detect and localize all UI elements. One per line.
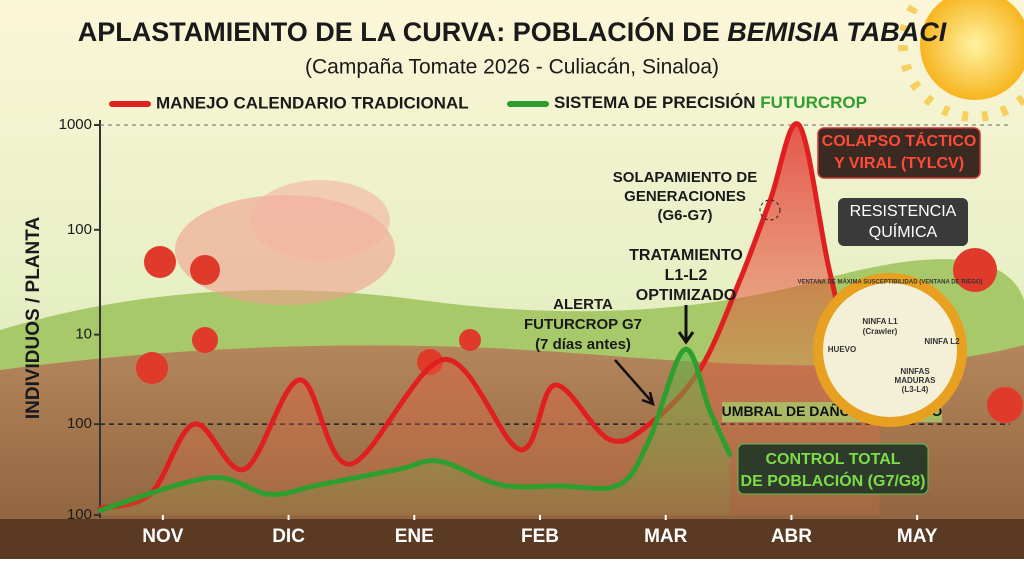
stage-label: NINFA L2 xyxy=(924,337,960,346)
y-tick-label: 1000 xyxy=(59,116,92,133)
stage-label: (L3-L4) xyxy=(902,385,929,394)
annotation: CONTROL TOTAL xyxy=(765,451,900,468)
wheel-ring xyxy=(813,273,967,427)
chart-subtitle: (Campaña Tomate 2026 - Culiacán, Sinaloa… xyxy=(305,56,719,79)
annotation: RESISTENCIA xyxy=(850,203,957,220)
legend-label: MANEJO CALENDARIO TRADICIONAL xyxy=(156,93,469,112)
legend-label: SISTEMA DE PRECISIÓN FUTURCROP xyxy=(554,93,867,112)
x-tick-label: FEB xyxy=(521,526,559,547)
x-tick-label: DIC xyxy=(272,526,305,547)
y-tick-label: 10 xyxy=(75,326,92,343)
series-area xyxy=(100,349,730,515)
x-tick-label: NOV xyxy=(142,526,184,547)
y-tick-label: 100 xyxy=(67,221,92,238)
annotation: Y VIRAL (TYLCV) xyxy=(834,155,964,172)
y-tick-label: 100 xyxy=(67,506,92,523)
x-tick-label: MAY xyxy=(897,526,938,547)
annotation: QUÍMICA xyxy=(869,222,938,241)
x-tick-label: ENE xyxy=(395,526,434,547)
x-tick-label: MAR xyxy=(644,526,688,547)
legend-brand: FUTURCROP xyxy=(760,93,867,112)
y-tick-label: 100 xyxy=(67,415,92,432)
annotation: (G6-G7) xyxy=(657,207,712,224)
lifecycle-wheel: VENTANA DE MÁXIMA SUSCEPTIBILIDAD (VENTA… xyxy=(797,273,983,427)
smoke-cloud xyxy=(250,180,390,260)
sun xyxy=(898,0,1024,122)
annotation: L1-L2 xyxy=(665,267,708,284)
stage-label: NINFAS xyxy=(900,367,930,376)
annotation: COLAPSO TÁCTICO xyxy=(822,131,977,150)
marker-circle xyxy=(759,199,781,221)
stage-label: HUEVO xyxy=(828,345,856,354)
annotation-box xyxy=(737,443,929,495)
annotation: ALERTA xyxy=(553,296,613,313)
stage-label: NINFA L1 xyxy=(862,317,898,326)
x-tick-label: ABR xyxy=(771,526,812,547)
month-band xyxy=(0,519,1024,559)
series-line xyxy=(97,347,733,513)
chart-title-species: BEMISIA TABACI xyxy=(727,17,946,47)
y-axis-label: INDIVIDUOS / PLANTA xyxy=(23,217,44,420)
annotation: FUTURCROP G7 xyxy=(524,316,642,333)
annotation: TRATAMIENTO xyxy=(629,247,743,264)
annotation: DE POBLACIÓN (G7/G8) xyxy=(741,471,926,490)
stage-label: MADURAS xyxy=(895,376,937,385)
annotation: GENERACIONES xyxy=(624,188,746,205)
series-line xyxy=(97,121,882,511)
annotation: OPTIMIZADO xyxy=(636,287,736,304)
arrow xyxy=(677,305,695,345)
annotation-box xyxy=(838,198,968,246)
legend-label-text: SISTEMA DE PRECISIÓN xyxy=(554,93,756,112)
arrow xyxy=(614,359,655,406)
stage-label: (Crawler) xyxy=(863,327,898,336)
annotation: (7 días antes) xyxy=(535,336,631,353)
chart-title: APLASTAMIENTO DE LA CURVA: POBLACIÓN DE … xyxy=(78,16,947,47)
annotation-box xyxy=(817,127,981,179)
wheel-title: VENTANA DE MÁXIMA SUSCEPTIBILIDAD (VENTA… xyxy=(797,279,982,286)
chart-title-main: APLASTAMIENTO DE LA CURVA: POBLACIÓN DE xyxy=(78,16,720,47)
annotation: SOLAPAMIENTO DE xyxy=(613,169,757,186)
